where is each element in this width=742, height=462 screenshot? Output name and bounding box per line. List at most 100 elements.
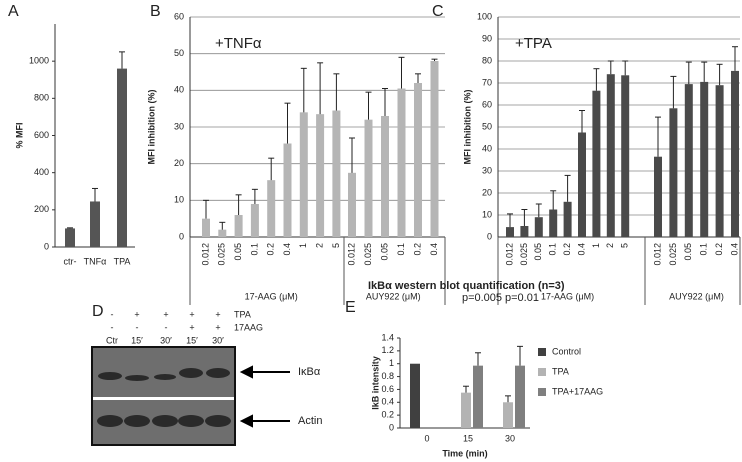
x-tick-label: 2	[605, 243, 615, 248]
y-axis-label: % MFI	[14, 123, 24, 149]
panel-label: B	[150, 3, 161, 20]
x-tick-label: 0.4	[576, 243, 586, 256]
annotation: +TPA	[515, 35, 552, 52]
legend-swatch	[538, 368, 546, 376]
y-tick-label: 10	[174, 195, 184, 205]
panel-label: E	[345, 299, 356, 316]
sign: +	[189, 322, 194, 332]
lane-label: Ctr	[106, 335, 118, 345]
x-tick-label: 0.2	[412, 243, 422, 256]
x-tick-label: 0.012	[346, 243, 356, 266]
x-tick-label: 30	[505, 433, 515, 443]
y-tick-label: 20	[174, 158, 184, 168]
x-tick-label: 5	[620, 243, 630, 248]
blot-divider	[93, 397, 234, 400]
x-tick-label: 1	[298, 243, 308, 248]
bar	[397, 88, 406, 237]
y-tick-label: 0	[179, 231, 184, 241]
x-axis-label: Time (min)	[442, 448, 487, 458]
y-tick-label: 50	[174, 48, 184, 58]
sign: +	[134, 309, 139, 319]
legend-label: TPA	[552, 366, 569, 376]
y-tick-label: 80	[482, 55, 492, 65]
group-label: AUY922 (μM)	[366, 291, 421, 301]
sign: +	[215, 322, 220, 332]
y-tick-label: 400	[34, 167, 49, 177]
bar	[65, 228, 75, 247]
bar	[364, 119, 373, 237]
legend-label: TPA+17AAG	[552, 386, 603, 396]
bar	[506, 227, 514, 237]
x-tick-label: 0.1	[249, 243, 259, 256]
y-tick-label: 0	[487, 231, 492, 241]
x-tick-label: TPA	[114, 256, 131, 266]
y-tick-label: 0	[44, 241, 49, 251]
y-tick-label: 100	[477, 11, 492, 21]
x-tick-label: 0.012	[200, 243, 210, 266]
bar	[520, 226, 529, 237]
y-tick-label: 800	[34, 93, 49, 103]
x-tick-label: 0.05	[683, 243, 693, 261]
y-tick-label: 0.6	[381, 384, 394, 394]
bar	[348, 172, 356, 237]
x-tick-label: 0.1	[396, 243, 406, 256]
panel-label: A	[8, 3, 19, 20]
bar	[299, 112, 308, 237]
bar	[684, 84, 693, 237]
bar	[549, 209, 558, 237]
sign: +	[163, 309, 168, 319]
x-tick-label: 0.2	[266, 243, 276, 256]
lane-label: 15′	[131, 335, 143, 345]
x-tick-label: 0.4	[729, 243, 739, 256]
bar	[267, 180, 276, 237]
y-tick-label: 60	[482, 99, 492, 109]
legend-label: Control	[552, 346, 581, 356]
x-tick-label: 0.1	[548, 243, 558, 256]
x-tick-label: 0.05	[379, 243, 389, 261]
lane-label: 15′	[186, 335, 198, 345]
bar	[700, 81, 709, 238]
y-tick-label: 60	[174, 11, 184, 21]
group-label: AUY922 (μM)	[669, 291, 724, 301]
panel-label: C	[432, 3, 444, 20]
legend-swatch	[538, 388, 546, 396]
x-tick-label: 0.2	[562, 243, 572, 256]
x-tick-label: 5	[331, 243, 341, 248]
band-label: IκBα	[298, 366, 321, 378]
group-label: 17-AAG (μM)	[541, 291, 594, 301]
bar	[117, 68, 127, 247]
bar	[414, 83, 422, 237]
sign: -	[111, 309, 114, 319]
y-tick-label: 90	[482, 33, 492, 43]
y-tick-label: 1.4	[381, 332, 394, 342]
y-tick-label: 30	[174, 121, 184, 131]
bar	[430, 61, 439, 237]
x-tick-label: TNFα	[84, 256, 107, 266]
bar	[473, 365, 483, 428]
annotation: p=0.005	[462, 292, 502, 304]
x-tick-label: 0.025	[217, 243, 227, 266]
bar	[515, 365, 525, 428]
bar	[534, 217, 543, 237]
y-tick-label: 40	[482, 143, 492, 153]
x-tick-label: 0.05	[533, 243, 543, 261]
blot	[91, 346, 236, 446]
lane-label: 30′	[212, 335, 224, 345]
x-tick-label: 0.025	[668, 243, 678, 266]
treatment-label: TPA	[234, 309, 251, 319]
x-tick-label: 0	[424, 433, 429, 443]
y-tick-label: 20	[482, 187, 492, 197]
y-tick-label: 10	[482, 209, 492, 219]
x-tick-label: 0.025	[519, 243, 529, 266]
annotation: +TNFα	[215, 35, 262, 52]
bar	[503, 402, 513, 428]
y-tick-label: 1000	[29, 56, 49, 66]
bar	[202, 218, 210, 237]
y-tick-label: 0.4	[381, 397, 394, 407]
y-tick-label: 0.2	[381, 410, 394, 420]
x-tick-label: 2	[314, 243, 324, 248]
bar	[90, 201, 100, 247]
sign: +	[189, 309, 194, 319]
y-tick-label: 0.8	[381, 371, 394, 381]
x-tick-label: 0.2	[714, 243, 724, 256]
